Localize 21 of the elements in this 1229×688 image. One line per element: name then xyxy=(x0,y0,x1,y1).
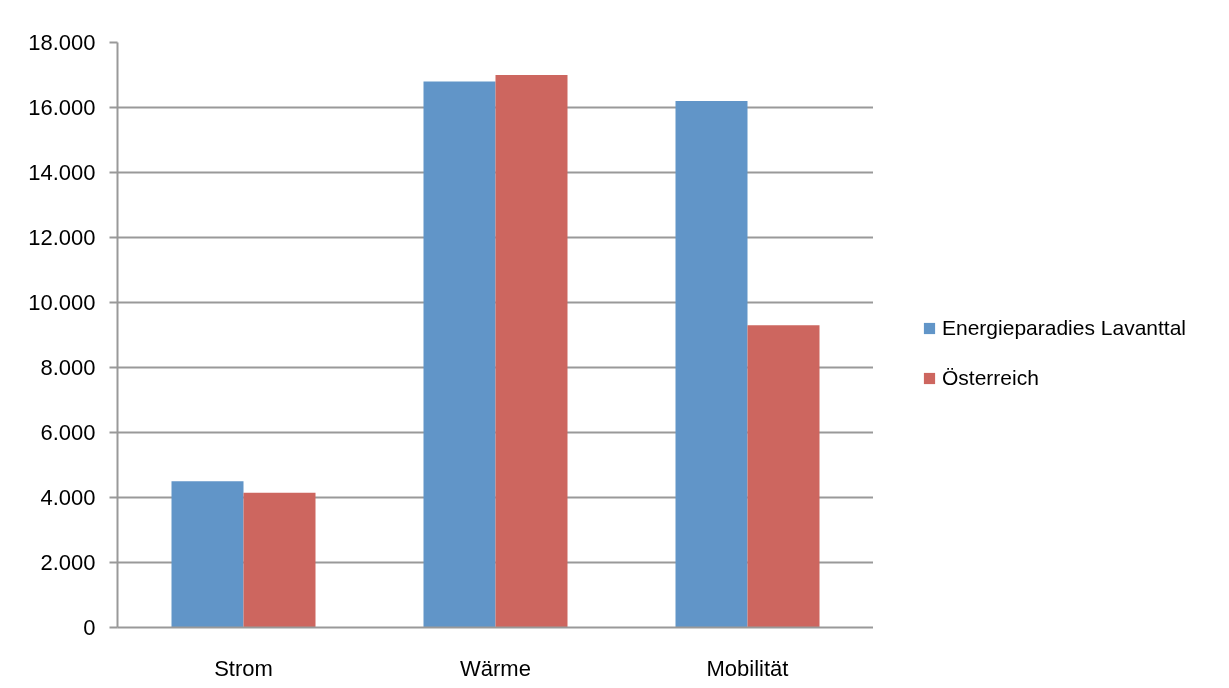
y-tick-label: 2.000 xyxy=(40,550,96,575)
y-tick-label: 18.000 xyxy=(28,30,96,55)
y-tick-label: 14.000 xyxy=(28,160,96,185)
bar xyxy=(495,75,568,628)
bar xyxy=(675,101,748,628)
y-tick-label: 12.000 xyxy=(28,225,96,250)
y-tick-label: 16.000 xyxy=(28,95,96,120)
bar xyxy=(171,481,244,628)
x-tick-label: Mobilität xyxy=(706,655,789,681)
y-tick-label: 4.000 xyxy=(40,485,96,510)
x-tick-label: Strom xyxy=(214,655,273,681)
legend-label: Österreich xyxy=(942,366,1039,390)
legend-label: Energieparadies Lavanttal xyxy=(942,316,1187,340)
y-tick-label: 10.000 xyxy=(28,290,96,315)
y-tick-label: 0 xyxy=(83,615,96,640)
bar xyxy=(243,492,316,628)
x-tick-label: Wärme xyxy=(460,655,531,681)
y-tick-label: 8.000 xyxy=(40,355,96,380)
bar xyxy=(423,81,496,628)
y-tick-label: 6.000 xyxy=(40,420,96,445)
bar xyxy=(747,325,820,628)
